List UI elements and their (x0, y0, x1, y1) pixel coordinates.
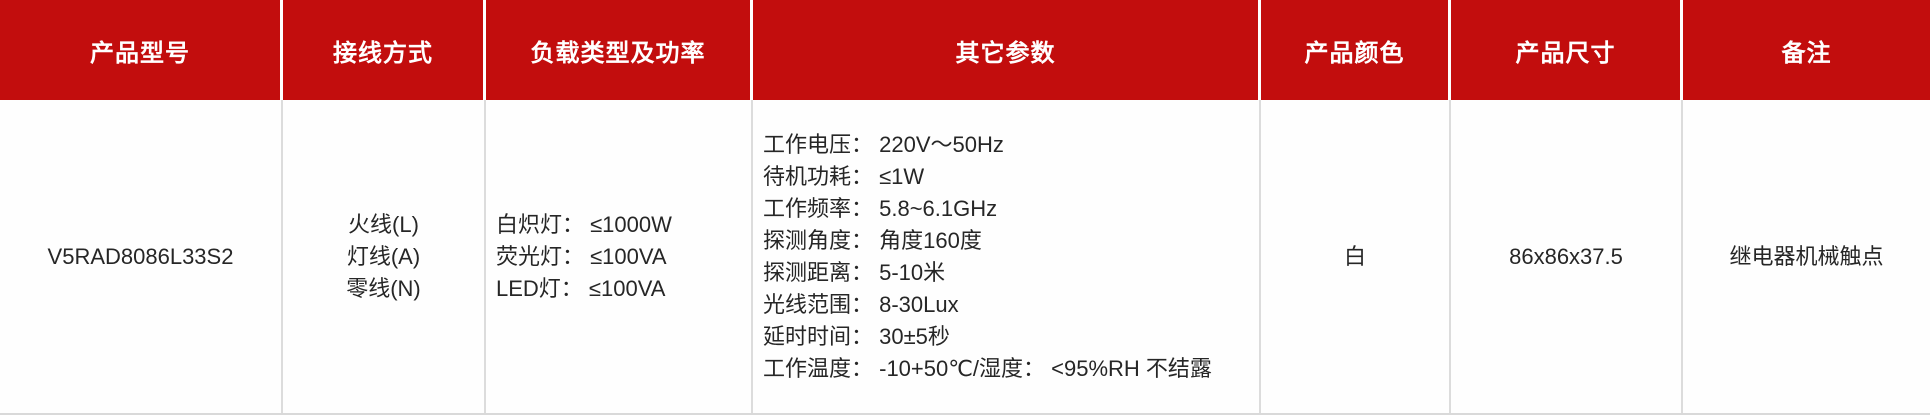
header-cell-params: 其它参数 (753, 0, 1261, 100)
header-cell-model: 产品型号 (0, 0, 283, 100)
load-line: LED灯： ≤100VA (496, 275, 666, 301)
header-cell-load: 负载类型及功率 (486, 0, 753, 100)
param-line: 工作温度： -10+50℃/湿度： <95%RH 不结露 (763, 355, 1212, 381)
wiring-line: 灯线(A) (346, 243, 421, 269)
param-lines: 工作电压： 220V～50Hz 待机功耗： ≤1W 工作频率： 5.8~6.1G… (753, 129, 1212, 385)
table-data-row: V5RAD8086L33S2 火线(L) 灯线(A) 零线(N) 白炽灯： ≤1… (0, 100, 1930, 413)
param-line: 延时时间： 30±5秒 (763, 323, 950, 349)
cell-wiring: 火线(L) 灯线(A) 零线(N) (283, 100, 486, 413)
cell-model: V5RAD8086L33S2 (0, 100, 283, 413)
cell-color: 白 (1261, 100, 1451, 413)
cell-params: 工作电压： 220V～50Hz 待机功耗： ≤1W 工作频率： 5.8~6.1G… (753, 100, 1261, 413)
load-lines: 白炽灯： ≤1000W 荧光灯： ≤100VA LED灯： ≤100VA (486, 209, 672, 305)
param-line: 探测角度： 角度160度 (763, 227, 982, 253)
header-cell-size: 产品尺寸 (1451, 0, 1683, 100)
header-cell-remark: 备注 (1683, 0, 1930, 100)
load-line: 荧光灯： ≤100VA (496, 243, 667, 269)
header-cell-wiring: 接线方式 (283, 0, 486, 100)
cell-size: 86x86x37.5 (1451, 100, 1683, 413)
wiring-lines: 火线(L) 灯线(A) 零线(N) (346, 209, 421, 305)
param-line: 工作频率： 5.8~6.1GHz (763, 195, 998, 221)
param-line: 光线范围： 8-30Lux (763, 291, 959, 317)
param-line: 工作电压： 220V～50Hz (763, 131, 1004, 157)
wiring-line: 火线(L) (348, 211, 419, 237)
cell-load: 白炽灯： ≤1000W 荧光灯： ≤100VA LED灯： ≤100VA (486, 100, 753, 413)
cell-remark: 继电器机械触点 (1729, 243, 1884, 269)
load-line: 白炽灯： ≤1000W (496, 211, 672, 237)
header-cell-color: 产品颜色 (1261, 0, 1451, 100)
wiring-line: 零线(N) (346, 275, 421, 301)
table-header-row: 产品型号 接线方式 负载类型及功率 其它参数 产品颜色 产品尺寸 备注 (0, 0, 1930, 100)
param-line: 待机功耗： ≤1W (763, 163, 925, 189)
param-line: 探测距离： 5-10米 (763, 259, 946, 285)
